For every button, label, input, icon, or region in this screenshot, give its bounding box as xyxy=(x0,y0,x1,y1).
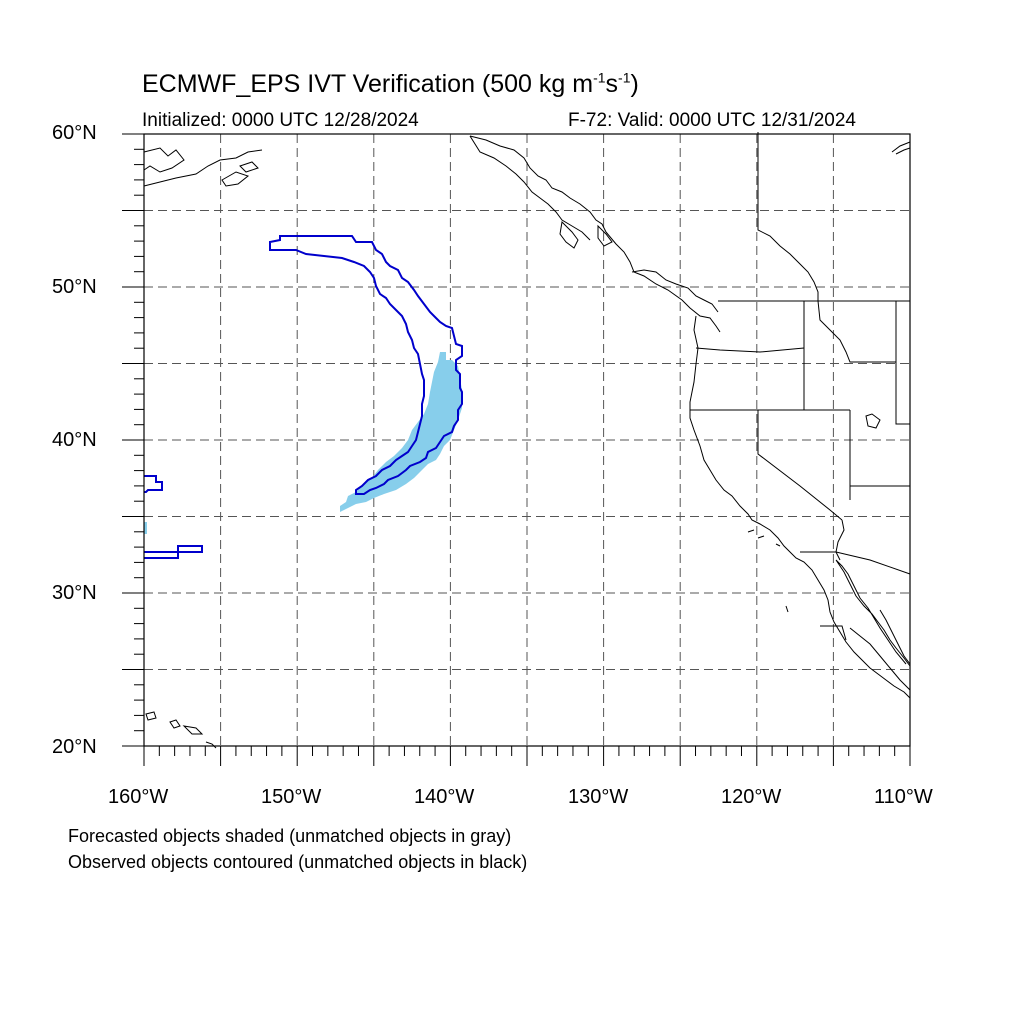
bc-alberta-border xyxy=(757,132,819,301)
lon-label-130w: 130°W xyxy=(568,786,629,808)
forecast-object-edge xyxy=(144,522,147,534)
hawaii-islands xyxy=(145,711,217,749)
title-text-3: ) xyxy=(630,70,639,98)
ca-nv-border xyxy=(757,410,843,521)
observed-contour-left-lower xyxy=(144,545,203,559)
title-sup-1: -1 xyxy=(593,69,606,86)
az-border xyxy=(800,519,911,575)
forecast-object xyxy=(144,352,462,534)
graticule xyxy=(144,134,910,746)
idaho-montana-border xyxy=(817,300,897,363)
observed-contour-main xyxy=(269,235,463,495)
map-frame xyxy=(143,133,911,747)
lat-label-60: 60°N xyxy=(52,122,97,144)
lat-label-50: 50°N xyxy=(52,276,97,298)
valid-time: F-72: Valid: 0000 UTC 12/31/2024 xyxy=(568,110,856,131)
observed-contour-left-upper xyxy=(144,475,163,493)
oregon-north-border xyxy=(695,347,805,353)
lat-label-20: 20°N xyxy=(52,736,97,758)
utah-border xyxy=(850,362,910,487)
lat-label-30: 30°N xyxy=(52,582,97,604)
lon-label-150w: 150°W xyxy=(261,786,322,808)
canada-islands xyxy=(865,141,911,429)
title-sup-2: -1 xyxy=(618,69,631,86)
baja-gulf xyxy=(835,559,911,667)
lon-label-140w: 140°W xyxy=(414,786,475,808)
lon-label-160w: 160°W xyxy=(108,786,169,808)
mexico-coast xyxy=(849,609,911,691)
observed-note: Observed objects contoured (unmatched ob… xyxy=(68,852,528,872)
lat-label-40: 40°N xyxy=(52,429,97,451)
lon-label-120w: 120°W xyxy=(721,786,782,808)
us-west-coast xyxy=(689,315,911,699)
initialized-time: Initialized: 0000 UTC 12/28/2024 xyxy=(142,110,419,131)
axis-ticks xyxy=(122,133,911,766)
mx-border xyxy=(820,551,847,641)
lon-label-110w: 110°W xyxy=(874,786,933,808)
forecast-object-fill xyxy=(340,352,462,512)
bc-coast xyxy=(605,231,721,333)
alaska-coast xyxy=(143,135,607,233)
observed-contours xyxy=(144,235,463,559)
coastlines xyxy=(143,135,911,749)
map-title: ECMWF_EPS IVT Verification (500 kg m-1s-… xyxy=(142,70,639,99)
title-text-2: s xyxy=(605,70,619,98)
title-text-1: ECMWF_EPS IVT Verification (500 kg m xyxy=(142,70,594,98)
forecast-note: Forecasted objects shaded (unmatched obj… xyxy=(68,826,512,846)
channel-islands xyxy=(747,529,789,613)
political-borders xyxy=(690,132,911,641)
panhandle-coast xyxy=(469,135,613,249)
